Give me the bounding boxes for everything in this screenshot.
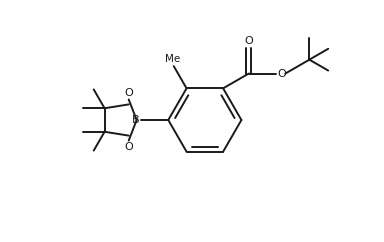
Text: B: B xyxy=(132,115,140,125)
Text: O: O xyxy=(245,36,253,46)
Text: O: O xyxy=(124,142,133,151)
Text: O: O xyxy=(124,89,133,98)
Text: O: O xyxy=(277,68,286,78)
Text: Me: Me xyxy=(165,54,180,64)
